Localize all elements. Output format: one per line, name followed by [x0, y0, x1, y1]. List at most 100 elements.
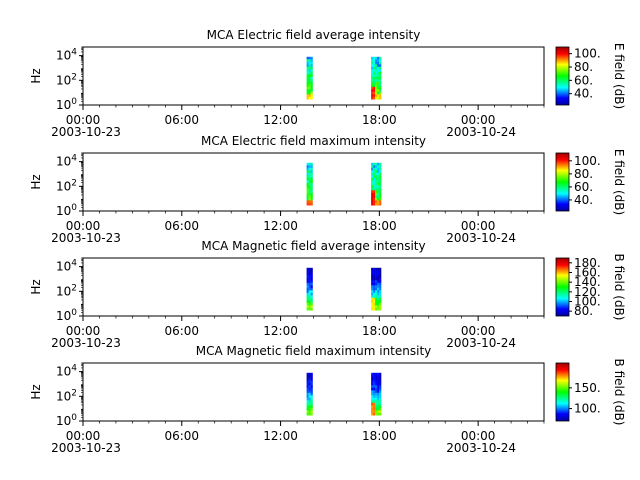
spectrogram-cell — [379, 79, 382, 82]
spectrogram-cell — [373, 177, 376, 181]
spectrogram-cell — [379, 81, 382, 85]
spectrogram-cell — [371, 377, 374, 381]
spectrogram-cell — [375, 195, 378, 198]
spectrogram-cell — [379, 372, 382, 376]
spectrogram-cell — [377, 282, 380, 286]
spectrogram-cell — [373, 380, 376, 383]
spectrogram-cell — [306, 190, 309, 193]
spectrogram-cell — [308, 372, 311, 376]
spectrogram-cell — [379, 86, 382, 90]
colorbar-tick-label: 60. — [574, 180, 593, 194]
spectrogram-cell — [371, 91, 374, 95]
spectrogram-cell — [379, 94, 382, 97]
spectrogram-cell — [373, 412, 376, 416]
spectrogram-cell — [377, 297, 380, 301]
spectrogram-cell — [310, 172, 313, 176]
spectrogram-cell — [375, 305, 378, 308]
spectrogram-cell — [375, 410, 378, 413]
spectrogram-cell — [373, 59, 376, 62]
spectrogram-cell — [308, 86, 311, 90]
spectrogram-cell — [371, 280, 374, 283]
spectrogram-cell — [379, 272, 382, 276]
spectrogram-cell — [377, 392, 380, 396]
spectrogram-cell — [308, 76, 311, 80]
spectrogram-cell — [375, 405, 378, 408]
spectrogram-cell — [377, 395, 380, 398]
spectrogram-cell — [310, 275, 313, 278]
spectrogram-cell — [310, 180, 313, 183]
colorbar-label: B field (dB) — [612, 359, 626, 426]
spectrogram-cell — [306, 387, 309, 391]
spectrogram-cell — [306, 89, 309, 92]
spectrogram-cell — [377, 84, 380, 87]
y-tick-label: 100 — [56, 308, 77, 323]
spectrogram-cell — [371, 94, 374, 97]
x-tick-label: 06:00 — [164, 429, 199, 443]
spectrogram-cell — [310, 307, 313, 311]
spectrogram-cell — [377, 292, 380, 296]
spectrogram-cell — [371, 74, 374, 77]
spectrogram-cell — [306, 167, 309, 171]
spectrogram-cell — [379, 69, 382, 72]
spectrogram-cell — [377, 170, 380, 173]
spectrogram-cell — [373, 195, 376, 198]
spectrogram-cell — [371, 405, 374, 408]
spectrogram-cell — [373, 375, 376, 378]
spectrogram-cell — [306, 397, 309, 401]
spectrogram-cell — [310, 56, 313, 60]
spectrogram-cell — [377, 190, 380, 193]
spectrogram-cell — [371, 89, 374, 92]
spectrogram-cell — [373, 285, 376, 288]
spectrogram-cell — [379, 395, 382, 398]
spectrogram-cell — [308, 300, 311, 303]
spectrogram-cell — [306, 267, 309, 271]
spectrogram-cell — [377, 61, 380, 65]
spectrogram-cell — [310, 69, 313, 72]
spectrogram-cell — [375, 91, 378, 95]
spectrogram-cell — [306, 96, 309, 100]
spectrogram-cell — [308, 302, 311, 306]
colorbar-tick-label: 80. — [574, 60, 593, 74]
spectrogram-cell — [308, 64, 311, 67]
spectrogram-cell — [310, 305, 313, 308]
spectrogram-cell — [373, 91, 376, 95]
spectrogram-cell — [379, 397, 382, 401]
spectrogram-cell — [375, 56, 378, 60]
spectrogram-cell — [373, 410, 376, 413]
spectrogram-cell — [375, 280, 378, 283]
spectrogram-cell — [308, 175, 311, 178]
spectrogram-cell — [377, 91, 380, 95]
spectrogram-cell — [306, 71, 309, 75]
spectrogram-cell — [308, 177, 311, 181]
spectrogram-cell — [377, 165, 380, 168]
spectrogram-cell — [373, 392, 376, 396]
spectrogram-cell — [379, 375, 382, 378]
colorbar-tick-label: 100. — [574, 295, 601, 309]
spectrogram-cell — [310, 197, 313, 201]
spectrogram-cell — [379, 305, 382, 308]
spectrogram-cell — [310, 61, 313, 65]
spectrogram-cell — [373, 307, 376, 311]
y-tick-label: 102 — [56, 178, 77, 193]
spectrogram-cell — [379, 270, 382, 273]
colorbar-tick-label: 120. — [574, 285, 601, 299]
x-tick-label: 00:00 2003-10-23 — [51, 429, 121, 455]
spectrogram-cell — [306, 287, 309, 291]
spectrogram-cell — [375, 162, 378, 166]
spectrogram-cell — [377, 56, 380, 60]
spectrogram-cell — [375, 185, 378, 188]
spectrogram-cell — [373, 377, 376, 381]
spectrogram-cell — [375, 290, 378, 293]
spectrogram-cell — [377, 175, 380, 178]
spectrogram-cell — [377, 305, 380, 308]
spectrogram-cell — [373, 64, 376, 67]
spectrogram-cell — [371, 295, 374, 298]
spectrogram-cell — [371, 81, 374, 85]
spectrogram-cell — [306, 86, 309, 90]
spectrogram-cell — [379, 297, 382, 301]
spectrogram-cell — [375, 81, 378, 85]
spectrogram-cell — [377, 192, 380, 196]
x-tick-label: 18:00 — [362, 429, 397, 443]
spectrogram-cell — [377, 66, 380, 70]
spectrogram-cell — [310, 392, 313, 396]
